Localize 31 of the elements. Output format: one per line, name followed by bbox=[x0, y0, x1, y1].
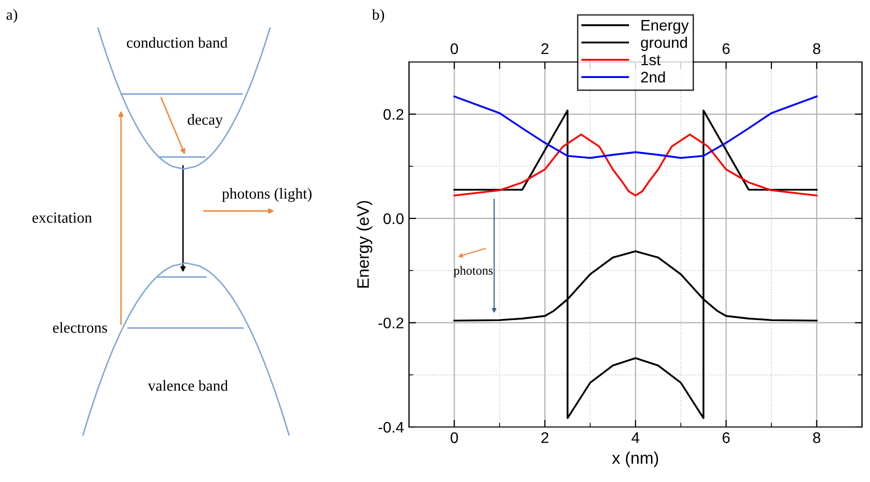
y-tick-label: -0.4 bbox=[378, 422, 404, 433]
legend-label: 2nd bbox=[641, 71, 665, 83]
y-tick-label: -0.2 bbox=[378, 318, 404, 328]
text: decay bbox=[188, 114, 223, 128]
text: valence band bbox=[148, 380, 228, 391]
x2-tick-label: 2 bbox=[541, 43, 548, 54]
x-tick-label: 0 bbox=[450, 432, 458, 444]
legend-label: Energy bbox=[642, 20, 689, 34]
x-axis-title: x (nm) bbox=[612, 452, 658, 468]
x-tick-label: 2 bbox=[541, 432, 548, 443]
legend-label: ground bbox=[640, 36, 687, 52]
text: electrons bbox=[53, 322, 108, 333]
text: excitation bbox=[32, 212, 92, 223]
y-tick-label: 0.0 bbox=[384, 213, 404, 224]
text: a) bbox=[6, 9, 18, 23]
legend-label: 1st bbox=[641, 54, 661, 66]
x-tick-label: 4 bbox=[632, 432, 640, 443]
y-tick-label: 0.2 bbox=[384, 109, 404, 120]
annotation: photons bbox=[454, 266, 493, 278]
text: photons (light) bbox=[222, 188, 312, 202]
line-series bbox=[453, 110, 818, 420]
chart-title: b) bbox=[372, 9, 384, 23]
x2-tick-label: 6 bbox=[722, 43, 730, 54]
y-axis-title: Energy (eV) bbox=[356, 201, 372, 288]
x2-tick-label: 0 bbox=[450, 43, 458, 54]
x2-tick-label: 8 bbox=[813, 43, 820, 54]
text: conduction band bbox=[126, 37, 228, 48]
x-tick-label: 6 bbox=[722, 432, 730, 444]
line-series bbox=[453, 134, 818, 196]
line-series bbox=[453, 96, 818, 159]
x-tick-label: 8 bbox=[813, 432, 820, 444]
